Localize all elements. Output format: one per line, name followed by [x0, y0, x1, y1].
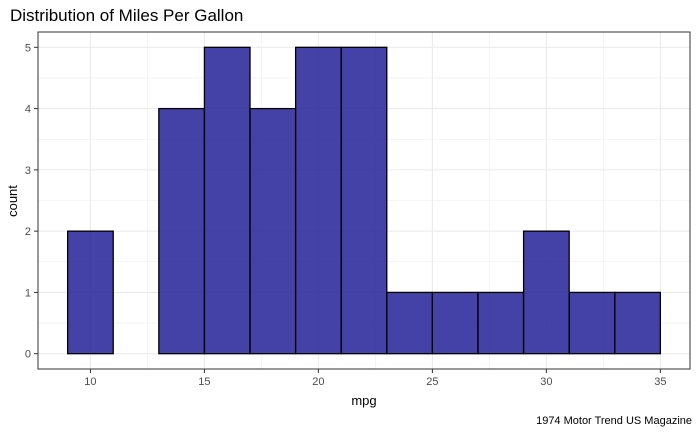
histogram-bar	[568, 291, 616, 355]
histogram-bar	[477, 291, 525, 355]
histogram-bar	[340, 46, 388, 355]
histogram-bar	[249, 107, 297, 355]
histogram-bar	[522, 230, 570, 355]
y-tick-label: 2	[25, 226, 31, 238]
histogram-bar	[431, 291, 479, 355]
x-tick-label: 20	[312, 376, 324, 388]
histogram-bar	[386, 291, 434, 355]
x-axis-title: mpg	[351, 393, 376, 408]
histogram-bar	[66, 230, 114, 355]
x-axis: 10 15 20 25 30 35	[84, 369, 666, 388]
chart-title: Distribution of Miles Per Gallon	[10, 6, 243, 25]
histogram-bar	[614, 291, 662, 355]
y-tick-label: 5	[25, 42, 31, 54]
x-tick-label: 30	[540, 376, 552, 388]
y-tick-label: 0	[25, 349, 31, 361]
y-tick-label: 1	[25, 287, 31, 299]
y-tick-label: 3	[25, 165, 31, 177]
histogram-bar	[294, 46, 342, 355]
chart-caption: 1974 Motor Trend US Magazine	[536, 415, 692, 427]
x-tick-label: 10	[84, 376, 96, 388]
y-axis: 0 1 2 3 4 5	[25, 42, 38, 361]
panel-border	[37, 31, 691, 370]
x-tick-label: 15	[198, 376, 210, 388]
histogram-bar	[203, 46, 251, 355]
x-tick-label: 35	[654, 376, 666, 388]
histogram-bar	[158, 107, 206, 355]
histogram-bars	[66, 46, 662, 355]
x-tick-label: 25	[426, 376, 438, 388]
y-axis-title: count	[5, 185, 20, 217]
y-tick-label: 4	[25, 104, 31, 116]
